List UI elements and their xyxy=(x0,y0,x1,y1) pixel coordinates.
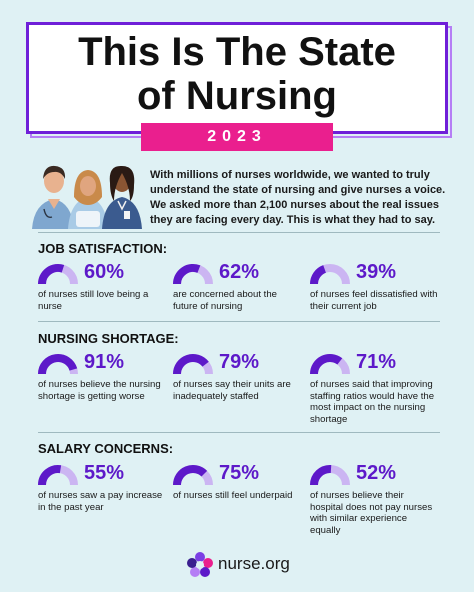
stat-percentage: 52% xyxy=(356,462,397,484)
nurse-figure-middle xyxy=(68,170,108,229)
gauge-fill xyxy=(173,264,201,285)
gauge-fill xyxy=(38,465,62,486)
stat-percentage: 71% xyxy=(356,351,397,373)
stat-description: are concerned about the future of nursin… xyxy=(173,289,278,312)
gauge-fill xyxy=(173,354,209,375)
gauge-fill xyxy=(310,465,332,486)
stat-description: of nurses saw a pay increase in the past… xyxy=(38,490,163,513)
gauge-icon xyxy=(173,354,213,375)
stat-description: of nurses said that improving staffing r… xyxy=(310,379,435,425)
stat-percentage: 75% xyxy=(219,462,260,484)
divider-1 xyxy=(38,232,440,233)
stat-description: of nurses believe their hospital does no… xyxy=(310,490,433,536)
title-line-1: This Is The State xyxy=(78,30,396,74)
section-title-salary-concerns: SALARY CONCERNS: xyxy=(38,441,174,456)
gauge-icon xyxy=(310,264,350,285)
gauge-icon xyxy=(173,465,213,486)
stat-percentage: 39% xyxy=(356,261,397,283)
gauge-icon xyxy=(310,354,350,375)
stat-description: of nurses believe the nursing shortage i… xyxy=(38,379,161,402)
intro-text: With millions of nurses worldwide, we wa… xyxy=(150,169,446,226)
nurse-figure-right xyxy=(102,165,142,229)
gauge-icon xyxy=(38,264,78,285)
gauge-fill xyxy=(310,265,327,285)
nurses-illustration xyxy=(32,165,142,229)
gauge-icon xyxy=(173,264,213,285)
gauge-icon xyxy=(38,354,78,375)
stat-percentage: 60% xyxy=(84,261,125,283)
divider-2 xyxy=(38,321,440,322)
gauge-fill xyxy=(38,264,65,285)
nurse-figure-left xyxy=(32,165,74,229)
divider-3 xyxy=(38,432,440,433)
gauge-fill xyxy=(310,354,343,375)
stat-description: of nurses still feel underpaid xyxy=(173,490,293,501)
nurse-org-logo-text[interactable]: nurse.org xyxy=(218,554,290,573)
year-badge: 2023 xyxy=(141,123,333,151)
section-title-job-satisfaction: JOB SATISFACTION: xyxy=(38,241,168,256)
stat-description: of nurses say their units are inadequate… xyxy=(173,379,291,402)
stat-percentage: 91% xyxy=(84,351,125,373)
page-title: This Is The State of Nursing xyxy=(26,26,448,118)
stat-description: of nurses still love being a nurse xyxy=(38,289,149,312)
stat-description: of nurses feel dissatisfied with their c… xyxy=(310,289,438,312)
stat-percentage: 62% xyxy=(219,261,260,283)
gauge-icon xyxy=(38,465,78,486)
gauge-icon xyxy=(310,465,350,486)
stat-percentage: 79% xyxy=(219,351,260,373)
stat-percentage: 55% xyxy=(84,462,125,484)
gauge-fill xyxy=(173,465,208,486)
nurse-org-logo-icon[interactable] xyxy=(186,551,214,579)
section-title-nursing-shortage: NURSING SHORTAGE: xyxy=(38,331,179,346)
title-line-2: of Nursing xyxy=(137,74,337,118)
gauge-fill xyxy=(38,354,78,375)
